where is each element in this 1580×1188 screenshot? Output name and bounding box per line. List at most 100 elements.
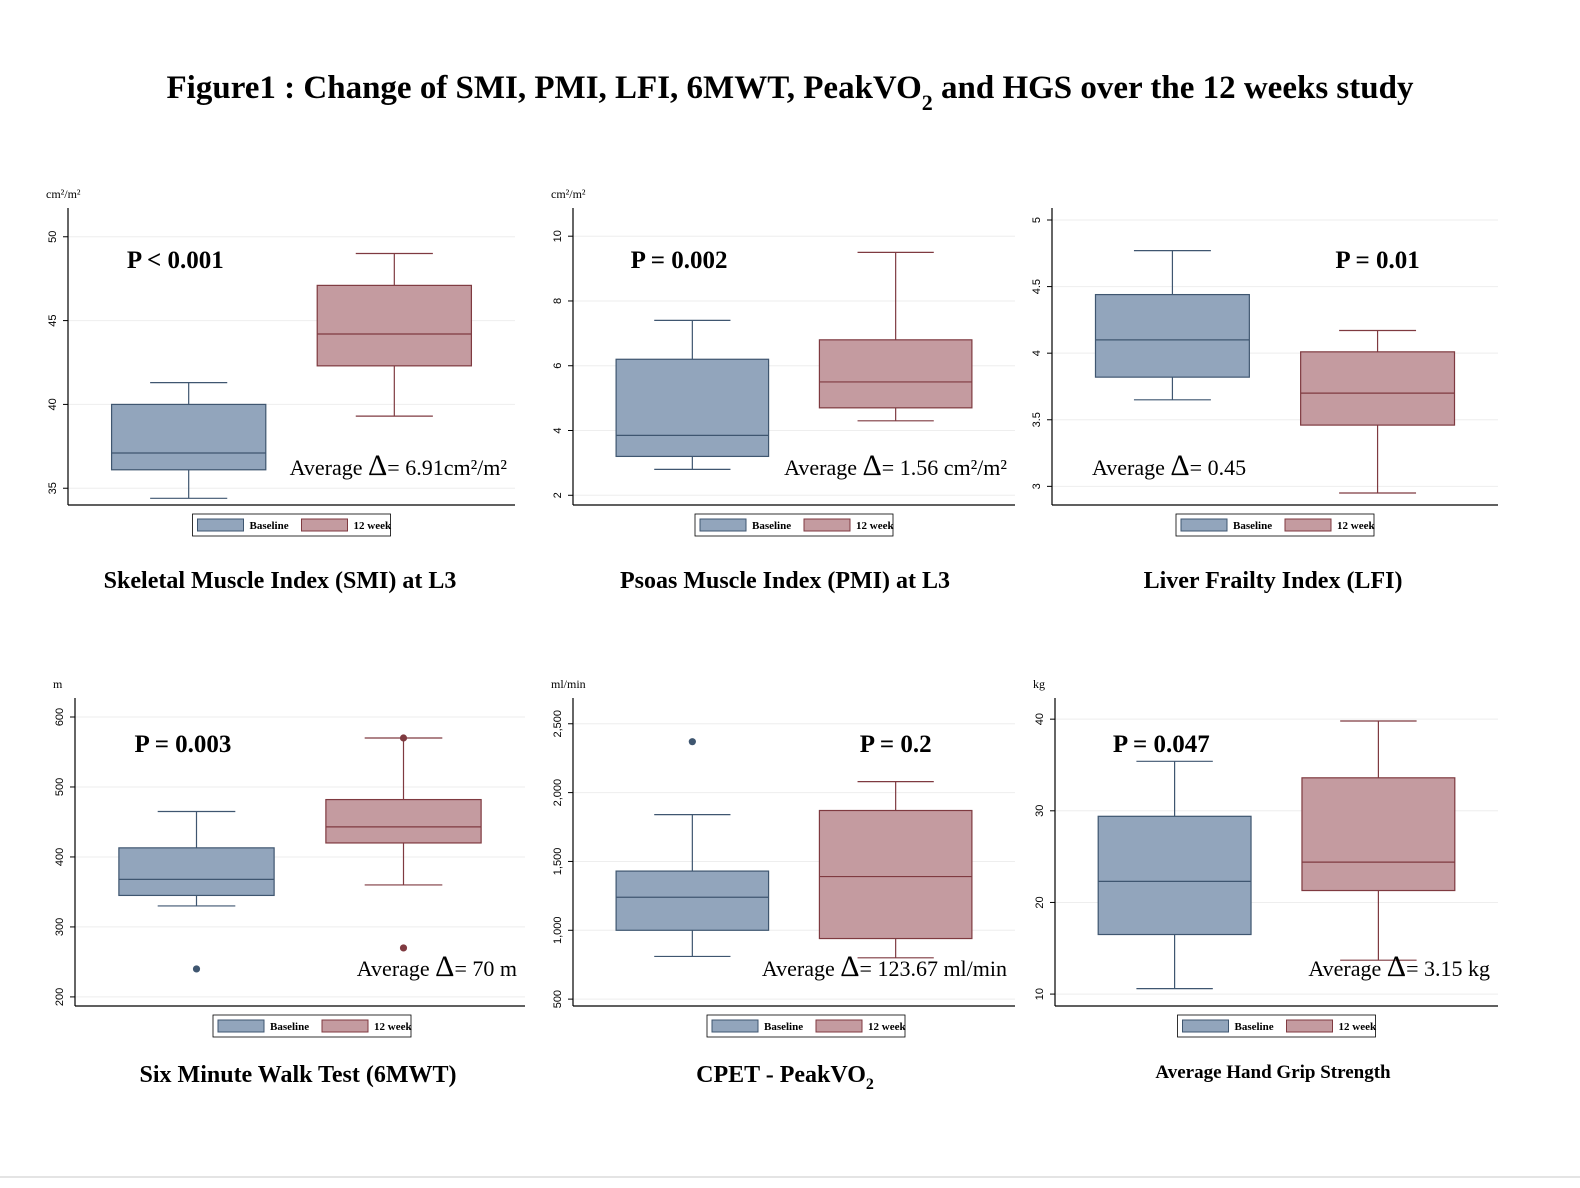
- y-tick-label: 500: [54, 778, 66, 796]
- chart-caption-3: Liver Frailty Index (LFI): [1013, 568, 1533, 595]
- p-value-label: P = 0.002: [631, 247, 728, 274]
- average-delta-label: Average Δ= 3.15 kg: [1308, 950, 1490, 983]
- delta-symbol: Δ: [368, 449, 387, 482]
- iqr-box: [1097, 815, 1252, 936]
- y-tick-label: 200: [54, 988, 66, 1006]
- average-delta-value: = 6.91cm²/m²: [387, 455, 507, 480]
- p-value-label: P = 0.01: [1335, 247, 1419, 274]
- chart-panel-1: 35 40 45 50 cm²/m² P < 0.001 Average Δ= 6.91cm…: [30, 180, 530, 540]
- chart-caption-2: Psoas Muscle Index (PMI) at L3: [525, 568, 1045, 595]
- delta-symbol: Δ: [435, 950, 454, 983]
- average-delta-text: Average: [784, 455, 862, 480]
- legend-swatch: [803, 518, 851, 532]
- box-12-week: [1301, 720, 1456, 961]
- figure-title-subscript: 2: [921, 90, 933, 115]
- legend-label: Baseline: [1235, 1021, 1274, 1033]
- y-tick-label: 4.5: [1031, 279, 1043, 294]
- chart-caption-4: Six Minute Walk Test (6MWT): [38, 1062, 558, 1089]
- chart-caption-text: Average Hand Grip Strength: [1155, 1062, 1391, 1083]
- legend-label: Baseline: [764, 1021, 803, 1033]
- box-plot-5: 500 1,000 1,500 2,000 2,500 ml/min P = 0.2 Aver…: [551, 677, 1015, 1038]
- average-delta-value: = 123.67 ml/min: [860, 956, 1007, 981]
- y-tick-label: 500: [552, 990, 564, 1008]
- chart-panel-2: 2 4 6 8 10 cm²/m² P = 0.002 Average Δ= 1.56 cm²…: [535, 180, 1035, 540]
- legend: Baseline 12 week: [694, 513, 894, 537]
- average-delta-label: Average Δ= 6.91cm²/m²: [290, 449, 508, 482]
- legend-label: 12 week: [374, 1021, 412, 1033]
- legend-swatch: [699, 518, 747, 532]
- y-tick-label: 2: [552, 492, 564, 498]
- average-delta-value: = 70 m: [454, 956, 517, 981]
- y-tick-label: 600: [54, 708, 66, 726]
- legend-label: 12 week: [856, 520, 894, 532]
- box-12-week: [818, 251, 973, 422]
- legend-swatch: [321, 1019, 369, 1033]
- legend-swatch: [815, 1019, 863, 1033]
- box-baseline: [118, 810, 275, 973]
- iqr-box: [1301, 777, 1456, 892]
- delta-symbol: Δ: [1170, 449, 1189, 482]
- box-plot-2: 2 4 6 8 10 cm²/m² P = 0.002 Average Δ= 1.56 cm²…: [551, 187, 1015, 537]
- y-tick-label: 3.5: [1031, 412, 1043, 427]
- legend-swatch: [1182, 1019, 1229, 1033]
- y-tick-label: 1,000: [552, 917, 564, 945]
- legend-label: Baseline: [1233, 520, 1272, 532]
- figure-title: Figure1 : Change of SMI, PMI, LFI, 6MWT,…: [0, 70, 1580, 115]
- delta-symbol: Δ: [863, 449, 882, 482]
- unit-label: kg: [1033, 677, 1045, 691]
- average-delta-label: Average Δ= 0.45: [1092, 449, 1246, 482]
- legend-label: Baseline: [270, 1021, 309, 1033]
- chart-panel-6: 10 20 30 40 kg P = 0.047 Average Δ= 3.15 kg Bas…: [1020, 677, 1520, 1040]
- figure-title-main: Figure1 : Change of SMI, PMI, LFI, 6MWT,…: [166, 70, 922, 106]
- box-plot-4: 200 300 400 500 600 m P = 0.003 Average Δ= 70 m…: [53, 677, 525, 1038]
- iqr-box: [1094, 293, 1250, 378]
- chart-caption-text: Liver Frailty Index (LFI): [1143, 568, 1403, 594]
- chart-caption-6: Average Hand Grip Strength: [1013, 1062, 1533, 1084]
- legend: Baseline 12 week: [1175, 513, 1375, 537]
- average-delta-text: Average: [357, 956, 435, 981]
- box-12-week: [1300, 329, 1456, 494]
- y-tick-label: 2,500: [552, 710, 564, 738]
- legend-label: 12 week: [354, 520, 392, 532]
- unit-label: m: [53, 677, 63, 691]
- outlier-point: [399, 734, 408, 742]
- iqr-box: [615, 358, 770, 458]
- legend: Baseline 12 week: [212, 1014, 412, 1038]
- y-tick-label: 20: [1034, 896, 1046, 908]
- box-baseline: [1097, 760, 1252, 990]
- legend-label: Baseline: [752, 520, 791, 532]
- y-tick-label: 3: [1031, 483, 1043, 489]
- box-12-week: [316, 252, 473, 417]
- page-bottom-divider: [0, 1176, 1580, 1178]
- y-tick-label: 5: [1031, 217, 1043, 223]
- chart-caption-text: Psoas Muscle Index (PMI) at L3: [620, 568, 950, 594]
- legend-swatch: [1180, 518, 1228, 532]
- box-plot-1: 35 40 45 50 cm²/m² P < 0.001 Average Δ= 6.91cm…: [46, 187, 515, 537]
- outlier-point: [688, 738, 696, 746]
- delta-symbol: Δ: [840, 950, 859, 983]
- delta-symbol: Δ: [1387, 950, 1406, 983]
- legend-swatch: [197, 518, 244, 532]
- legend-label: 12 week: [1337, 520, 1375, 532]
- average-delta-value: = 1.56 cm²/m²: [882, 455, 1008, 480]
- p-value-label: P = 0.2: [860, 731, 932, 758]
- iqr-box: [325, 798, 482, 844]
- chart-panel-5: 500 1,000 1,500 2,000 2,500 ml/min P = 0.2 Aver…: [535, 677, 1030, 1040]
- y-tick-label: 400: [54, 848, 66, 866]
- box-baseline: [615, 738, 770, 958]
- chart-panel-4: 200 300 400 500 600 m P = 0.003 Average Δ= 70 m…: [40, 677, 530, 1040]
- iqr-box: [110, 403, 267, 471]
- outlier-point: [192, 965, 201, 973]
- iqr-box: [615, 870, 770, 931]
- p-value-label: P < 0.001: [127, 247, 224, 274]
- figure-title-tail: and HGS over the 12 weeks study: [932, 70, 1414, 106]
- y-tick-label: 40: [47, 398, 59, 410]
- average-delta-value: = 3.15 kg: [1406, 956, 1490, 981]
- average-delta-label: Average Δ= 70 m: [357, 950, 517, 983]
- legend-label: Baseline: [250, 520, 289, 532]
- p-value-label: P = 0.047: [1113, 731, 1210, 758]
- chart-caption-text: CPET - PeakVO: [696, 1062, 866, 1088]
- legend: Baseline 12 week: [1177, 1014, 1377, 1038]
- y-tick-label: 8: [552, 298, 564, 304]
- box-12-week: [818, 780, 973, 959]
